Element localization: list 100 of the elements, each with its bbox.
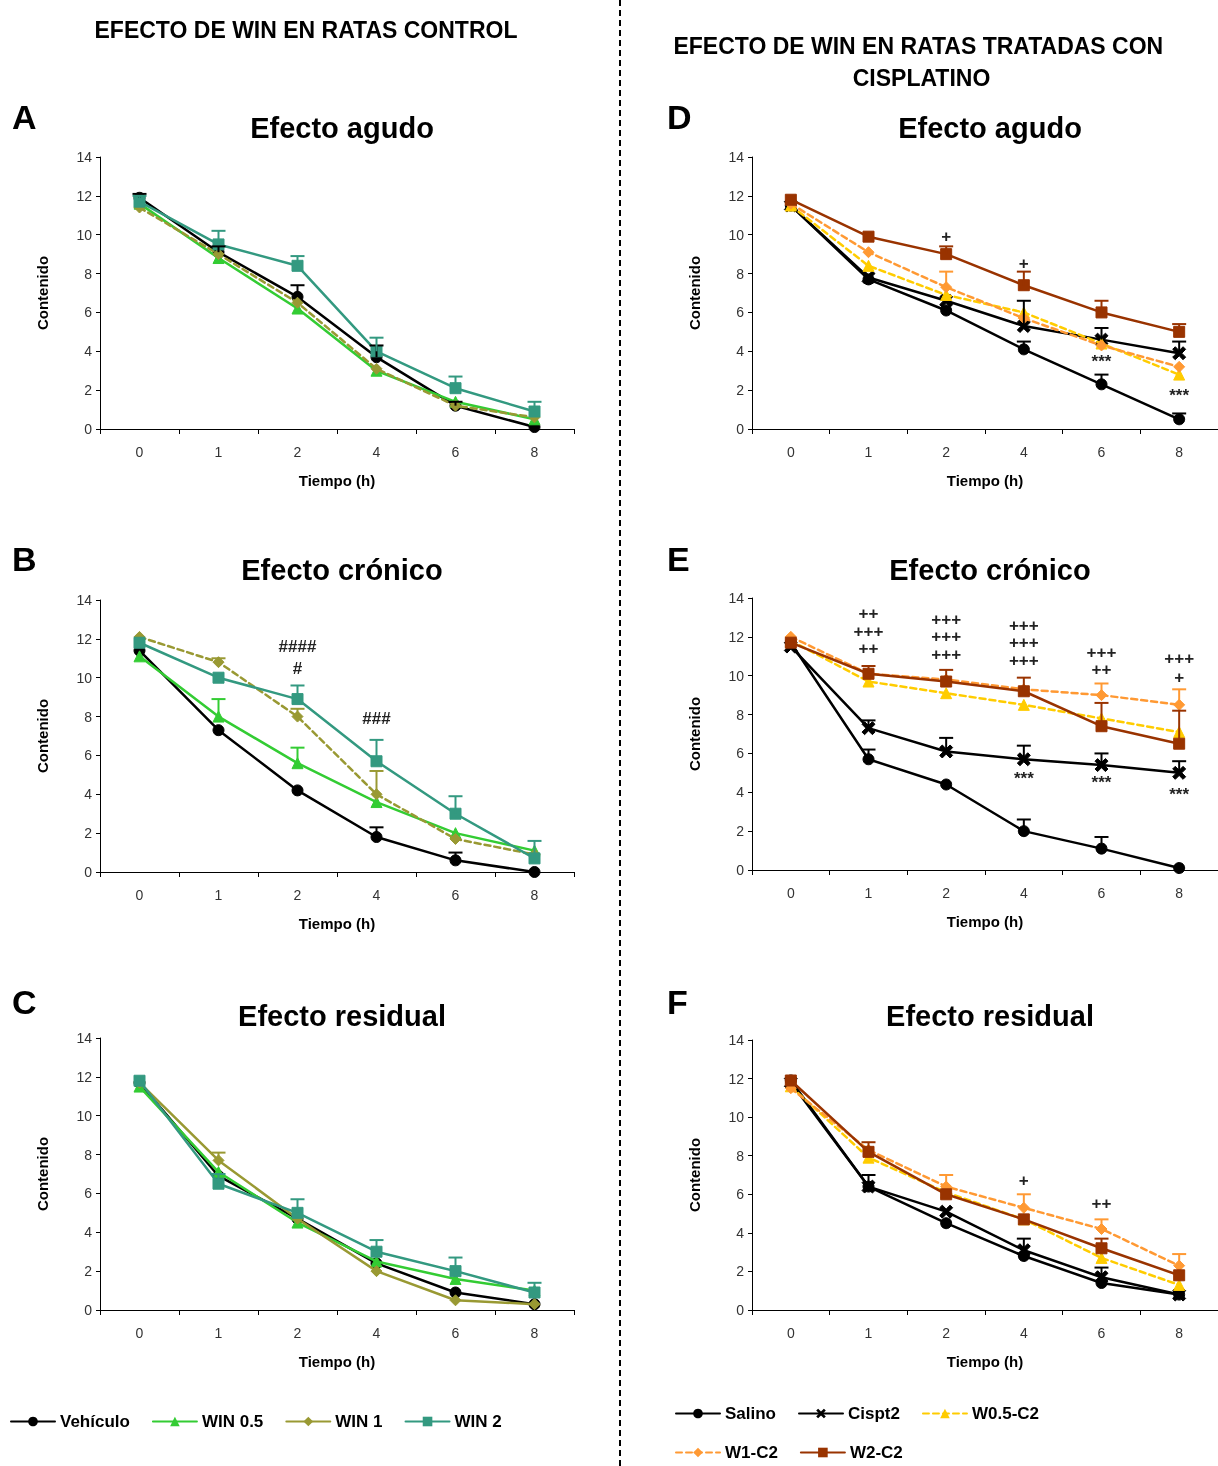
y-tick-label: 8 [84,265,93,282]
annotation: #### [278,637,317,657]
annotation: *** [1091,351,1112,371]
x-tick-label: 2 [293,887,302,903]
legend-label: W2-C2 [849,1443,903,1462]
y-tick-label: 4 [736,1224,745,1241]
y-tick-label: 4 [84,1224,93,1241]
legend-label: Cispt2 [848,1404,900,1423]
y-tick-label: 14 [728,1032,745,1048]
y-tick-label: 14 [76,592,93,608]
x-tick-label: 0 [135,444,144,460]
y-tick-label: 0 [84,1302,93,1318]
x-tick-label: 6 [451,1325,460,1341]
y-tick-label: 4 [736,784,745,801]
x-tick-label: 8 [1175,1325,1184,1341]
text: A [12,98,37,136]
x-tick-label: 4 [372,444,381,460]
y-tick-label: 14 [728,149,745,165]
y-tick-label: 12 [76,1068,93,1085]
annotation: +++ [1086,642,1117,662]
x-axis-title: Tiempo (h) [946,1353,1024,1370]
x-tick-label: 8 [1175,885,1184,901]
y-tick-label: 10 [76,226,93,243]
y-tick-label: 10 [76,1107,93,1124]
annotation: ++ [858,639,879,659]
y-tick-label: 10 [76,669,93,686]
annotation: ### [362,709,392,729]
y-tick-label: 2 [84,1263,93,1280]
y-tick-label: 14 [76,149,93,165]
y-tick-label: 10 [728,667,745,684]
x-tick-label: 2 [942,1325,951,1341]
annotation: +++ [853,621,884,641]
chart-title: Efecto crónico [241,553,443,586]
y-tick-label: 2 [736,1263,745,1280]
x-axis-title: Tiempo (h) [298,472,376,489]
x-axis-title: Tiempo (h) [946,472,1024,489]
y-tick-label: 14 [728,590,745,606]
y-tick-label: 6 [84,747,93,764]
chart-title: Efecto residual [238,999,446,1032]
x-tick-label: 8 [1175,444,1184,460]
x-tick-label: 0 [786,444,795,460]
y-axis-title: Contenido [34,255,51,331]
y-tick-label: 10 [728,1109,745,1126]
legend-label: WIN 2 [454,1412,502,1431]
y-tick-label: 6 [736,304,745,321]
y-tick-label: 6 [84,1185,93,1202]
x-tick-label: 8 [530,444,539,460]
y-tick-label: 12 [728,1070,745,1087]
x-axis-title: Tiempo (h) [298,1353,376,1370]
y-tick-label: 12 [728,187,745,204]
x-tick-label: 0 [135,1325,144,1341]
x-tick-label: 6 [1097,885,1106,901]
x-tick-label: 1 [864,885,873,901]
x-tick-label: 1 [214,887,223,903]
x-tick-label: 0 [786,1325,795,1341]
y-axis-title: Contenido [34,698,51,774]
y-tick-label: 2 [84,825,93,842]
x-tick-label: 0 [786,885,795,901]
annotation: +++ [931,627,962,647]
legend-label: Salino [725,1404,777,1423]
y-tick-label: 0 [736,421,745,437]
legend-label: W1-C2 [725,1443,778,1462]
x-tick-label: 4 [1019,1325,1028,1341]
annotation: + [941,227,952,247]
text: EFECTO DE WIN EN RATAS CONTROL [94,17,518,43]
y-tick-label: 2 [84,382,93,399]
annotation: +++ [931,644,962,664]
y-tick-label: 10 [728,226,745,243]
x-tick-label: 1 [864,444,873,460]
legend-label: WIN 0.5 [201,1412,264,1431]
y-tick-label: 8 [84,708,93,725]
legend-label: W0.5-C2 [971,1404,1040,1423]
annotation: ++ [1091,1194,1112,1214]
x-tick-label: 2 [293,1325,302,1341]
legend-label: Vehículo [60,1412,130,1431]
y-tick-label: 6 [736,745,745,762]
annotation: +++ [1008,633,1039,653]
text: F [667,983,688,1021]
legend-label: WIN 1 [335,1412,383,1431]
y-tick-label: 4 [84,786,93,803]
chart-title: Efecto crónico [889,553,1091,586]
chart-title: Efecto agudo [250,111,434,144]
y-axis-title: Contenido [686,1137,703,1213]
x-tick-label: 2 [293,444,302,460]
x-tick-label: 8 [530,1325,539,1341]
x-tick-label: 6 [1097,1325,1106,1341]
y-tick-label: 0 [84,421,93,437]
y-tick-label: 8 [736,1147,745,1164]
chart-title: Efecto residual [886,999,1094,1032]
x-tick-label: 4 [372,1325,381,1341]
y-tick-label: 6 [84,304,93,321]
x-tick-label: 8 [530,887,539,903]
text: D [667,98,692,136]
x-tick-label: 6 [451,887,460,903]
annotation: ++ [858,604,879,624]
y-tick-label: 8 [84,1146,93,1163]
y-tick-label: 2 [736,823,745,840]
x-tick-label: 1 [214,1325,223,1341]
annotation: # [292,658,303,678]
y-tick-label: 0 [84,864,93,880]
